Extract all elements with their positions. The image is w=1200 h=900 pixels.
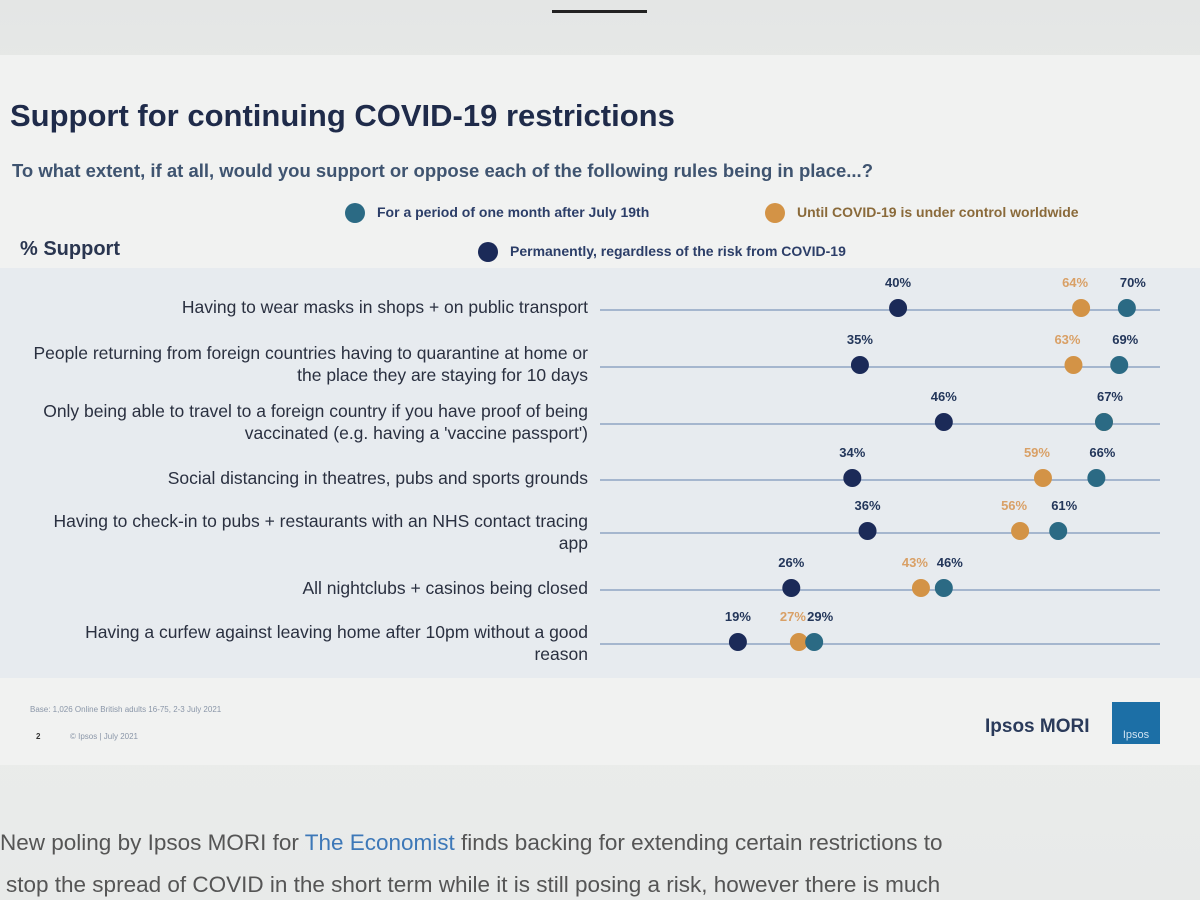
- value-label: 34%: [839, 445, 866, 460]
- value-label: 59%: [1023, 445, 1050, 460]
- article-link[interactable]: The Economist: [304, 830, 455, 855]
- category-label: Having a curfew against leaving home aft…: [85, 622, 588, 664]
- value-label: 63%: [1054, 332, 1081, 347]
- axis-label: % Support: [20, 238, 120, 260]
- value-label: 40%: [885, 275, 912, 290]
- dot: [805, 633, 824, 651]
- value-label: 46%: [936, 555, 963, 570]
- page-number: 2: [36, 732, 41, 741]
- dot: [934, 579, 953, 597]
- dot: [934, 413, 953, 431]
- dot: [1110, 356, 1129, 374]
- value-label: 43%: [901, 555, 928, 570]
- plot-band: [0, 268, 1200, 678]
- value-label: 61%: [1051, 498, 1078, 513]
- brand: Ipsos MORI: [985, 716, 1090, 737]
- dot: [1049, 522, 1068, 540]
- dot: [1011, 522, 1030, 540]
- legend-marker: [478, 242, 498, 262]
- article-text: stop the spread of COVID in the short te…: [6, 872, 941, 897]
- dot: [1033, 469, 1052, 487]
- value-label: 70%: [1119, 275, 1146, 290]
- value-label: 26%: [778, 555, 805, 570]
- dot: [789, 633, 808, 651]
- base-note: Base: 1,026 Online British adults 16-75,…: [30, 705, 222, 714]
- dot: [1094, 413, 1113, 431]
- category-label: Social distancing in theatres, pubs and …: [167, 468, 588, 488]
- value-label: 27%: [779, 609, 806, 624]
- chart-subtitle: To what extent, if at all, would you sup…: [12, 160, 873, 181]
- article-part: New poling by Ipsos MORI for: [0, 830, 305, 855]
- dot: [1064, 356, 1083, 374]
- dot: [1087, 469, 1106, 487]
- category-label: All nightclubs + casinos being closed: [302, 578, 588, 598]
- value-label: 56%: [1001, 498, 1028, 513]
- dot: [782, 579, 801, 597]
- value-label: 66%: [1089, 445, 1116, 460]
- value-label: 29%: [807, 609, 834, 624]
- logo: Ipsos: [1112, 702, 1160, 744]
- legend-marker: [765, 203, 785, 223]
- dot: [850, 356, 869, 374]
- dot: [889, 299, 908, 317]
- value-label: 19%: [724, 609, 751, 624]
- article-part: finds backing for extending certain rest…: [454, 830, 943, 855]
- dot: [858, 522, 877, 540]
- dot: [843, 469, 862, 487]
- legend-label: Until COVID-19 is under control worldwid…: [797, 204, 1079, 220]
- legend-label: Permanently, regardless of the risk from…: [510, 243, 846, 259]
- value-label: 69%: [1112, 332, 1139, 347]
- copyright: © Ipsos | July 2021: [70, 732, 139, 741]
- value-label: 46%: [930, 389, 957, 404]
- value-label: 64%: [1062, 275, 1089, 290]
- category-label: Having to check-in to pubs + restaurants…: [53, 511, 588, 553]
- category-label: Having to wear masks in shops + on publi…: [181, 297, 588, 317]
- value-label: 67%: [1096, 389, 1123, 404]
- dot: [911, 579, 930, 597]
- legend-marker: [345, 203, 365, 223]
- category-label: Only being able to travel to a foreign c…: [43, 401, 588, 443]
- chart-title: Support for continuing COVID-19 restrict…: [10, 98, 675, 133]
- article-text: New poling by Ipsos MORI for The Economi…: [0, 830, 943, 856]
- dot: [1117, 299, 1136, 317]
- dot: [728, 633, 747, 651]
- value-label: 35%: [846, 332, 873, 347]
- legend-label: For a period of one month after July 19t…: [377, 204, 650, 220]
- tab-indicator: [552, 10, 647, 13]
- value-label: 36%: [854, 498, 881, 513]
- dot: [1072, 299, 1091, 317]
- category-label: People returning from foreign countries …: [33, 343, 589, 385]
